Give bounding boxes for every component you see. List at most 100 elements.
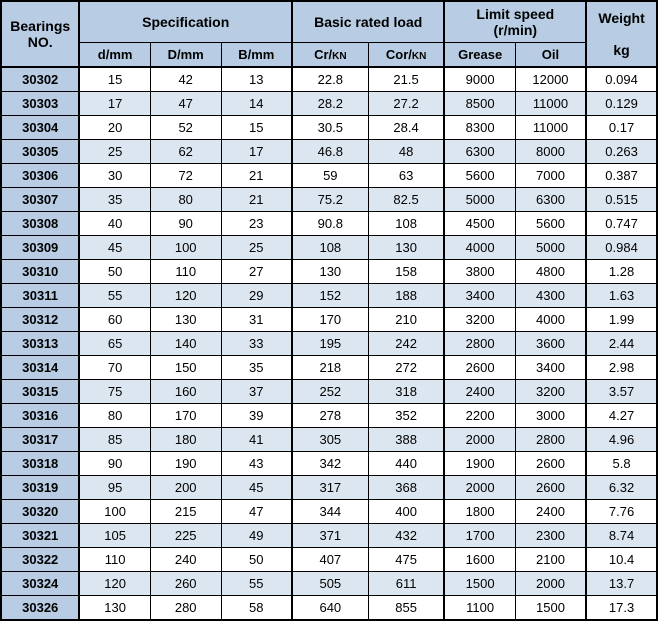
cell-oil: 11000	[515, 116, 586, 140]
cell-weight: 2.98	[586, 356, 657, 380]
table-row: 303199520045317368200026006.32	[1, 476, 657, 500]
cell-weight: 2.44	[586, 332, 657, 356]
cell-cor: 158	[368, 260, 444, 284]
cell-d: 70	[79, 356, 150, 380]
cell-B: 50	[221, 548, 292, 572]
header-limit-speed: Limit speed (r/min)	[444, 1, 586, 43]
header-kg: kg	[613, 42, 629, 58]
cell-D: 280	[150, 596, 221, 621]
cell-D: 160	[150, 380, 221, 404]
cell-B: 14	[221, 92, 292, 116]
cell-weight: 4.27	[586, 404, 657, 428]
cell-cr: 90.8	[292, 212, 368, 236]
header-bearings-no: Bearings NO.	[1, 1, 79, 67]
cell-d: 110	[79, 548, 150, 572]
cell-cr: 170	[292, 308, 368, 332]
cell-cor: 210	[368, 308, 444, 332]
cell-bearing-no: 30318	[1, 452, 79, 476]
cell-bearing-no: 30320	[1, 500, 79, 524]
cell-cor: 432	[368, 524, 444, 548]
cell-B: 31	[221, 308, 292, 332]
header-cor-kn: Cor/KN	[368, 43, 444, 68]
cell-oil: 2000	[515, 572, 586, 596]
cell-D: 52	[150, 116, 221, 140]
cell-B: 43	[221, 452, 292, 476]
cell-weight: 8.74	[586, 524, 657, 548]
cell-cor: 130	[368, 236, 444, 260]
header-specification: Specification	[79, 1, 291, 43]
cell-cor: 475	[368, 548, 444, 572]
cell-d: 80	[79, 404, 150, 428]
table-row: 303147015035218272260034002.98	[1, 356, 657, 380]
header-cr-kn: Cr/KN	[292, 43, 368, 68]
cell-cor: 188	[368, 284, 444, 308]
cell-d: 85	[79, 428, 150, 452]
bearings-table-container: Bearings NO. Specification Basic rated l…	[0, 0, 658, 621]
cell-D: 47	[150, 92, 221, 116]
table-row: 30322110240504074751600210010.4	[1, 548, 657, 572]
cell-cor: 400	[368, 500, 444, 524]
cell-cr: 342	[292, 452, 368, 476]
cell-grease: 6300	[444, 140, 515, 164]
header-basic-rated-load: Basic rated load	[292, 1, 445, 43]
table-row: 3030840902390.8108450056000.747	[1, 212, 657, 236]
cell-cor: 48	[368, 140, 444, 164]
cell-oil: 2800	[515, 428, 586, 452]
cell-cr: 130	[292, 260, 368, 284]
cell-bearing-no: 30305	[1, 140, 79, 164]
cell-B: 29	[221, 284, 292, 308]
header-cor-unit: KN	[412, 51, 426, 62]
cell-B: 13	[221, 67, 292, 92]
cell-weight: 0.094	[586, 67, 657, 92]
cell-grease: 3200	[444, 308, 515, 332]
cell-weight: 0.17	[586, 116, 657, 140]
cell-D: 170	[150, 404, 221, 428]
cell-cor: 272	[368, 356, 444, 380]
table-row: 30326130280586408551100150017.3	[1, 596, 657, 621]
cell-oil: 11000	[515, 92, 586, 116]
cell-d: 65	[79, 332, 150, 356]
cell-oil: 3200	[515, 380, 586, 404]
table-row: 30324120260555056111500200013.7	[1, 572, 657, 596]
cell-B: 25	[221, 236, 292, 260]
cell-weight: 7.76	[586, 500, 657, 524]
cell-cor: 28.4	[368, 116, 444, 140]
cell-d: 90	[79, 452, 150, 476]
cell-oil: 3400	[515, 356, 586, 380]
cell-grease: 2000	[444, 428, 515, 452]
cell-B: 37	[221, 380, 292, 404]
cell-oil: 2400	[515, 500, 586, 524]
cell-d: 25	[79, 140, 150, 164]
cell-cr: 640	[292, 596, 368, 621]
header-d-mm: d/mm	[79, 43, 150, 68]
table-row: 303168017039278352220030004.27	[1, 404, 657, 428]
cell-D: 100	[150, 236, 221, 260]
table-row: 3030420521530.528.48300110000.17	[1, 116, 657, 140]
cell-B: 45	[221, 476, 292, 500]
cell-D: 225	[150, 524, 221, 548]
cell-grease: 1600	[444, 548, 515, 572]
cell-bearing-no: 30326	[1, 596, 79, 621]
cell-oil: 1500	[515, 596, 586, 621]
cell-weight: 0.515	[586, 188, 657, 212]
cell-D: 140	[150, 332, 221, 356]
cell-oil: 3000	[515, 404, 586, 428]
cell-oil: 7000	[515, 164, 586, 188]
cell-cor: 242	[368, 332, 444, 356]
cell-D: 62	[150, 140, 221, 164]
cell-d: 120	[79, 572, 150, 596]
bearings-table: Bearings NO. Specification Basic rated l…	[0, 0, 658, 621]
cell-cor: 318	[368, 380, 444, 404]
cell-d: 105	[79, 524, 150, 548]
cell-cor: 855	[368, 596, 444, 621]
cell-B: 27	[221, 260, 292, 284]
cell-bearing-no: 30311	[1, 284, 79, 308]
cell-weight: 0.263	[586, 140, 657, 164]
cell-cor: 388	[368, 428, 444, 452]
cell-bearing-no: 30312	[1, 308, 79, 332]
cell-bearing-no: 30303	[1, 92, 79, 116]
cell-cr: 317	[292, 476, 368, 500]
cell-cr: 278	[292, 404, 368, 428]
cell-D: 240	[150, 548, 221, 572]
cell-cr: 407	[292, 548, 368, 572]
